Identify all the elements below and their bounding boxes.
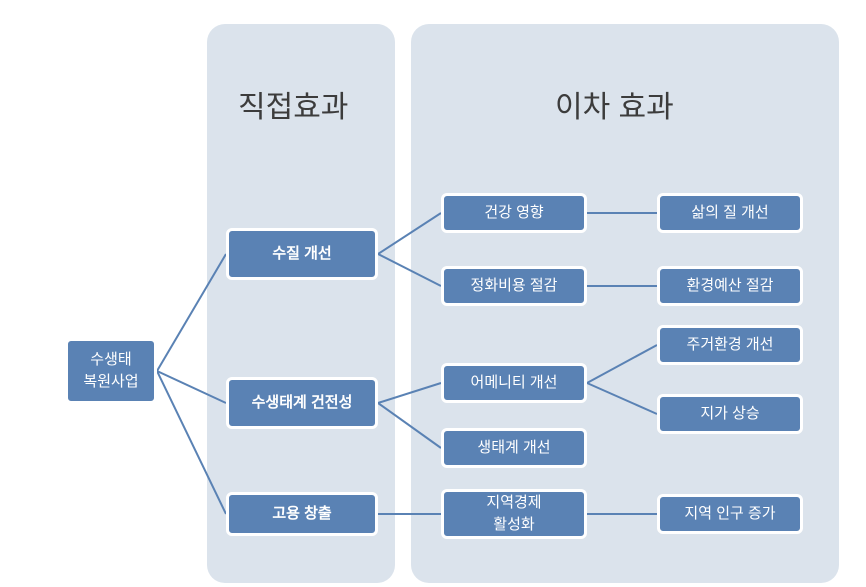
node-housing-env: 주거환경 개선 (657, 325, 803, 365)
root-node: 수생태 복원사업 (65, 338, 157, 404)
node-purification-cost: 정화비용 절감 (441, 266, 587, 306)
secondary-effect-title: 이차 효과 (555, 82, 674, 126)
node-employment: 고용 창출 (226, 492, 378, 536)
node-ecosystem-health: 수생태계 건전성 (226, 377, 378, 429)
node-health-effect: 건강 영향 (441, 193, 587, 233)
node-ecosystem-improve: 생태계 개선 (441, 428, 587, 468)
node-population: 지역 인구 증가 (657, 494, 803, 534)
node-local-economy-l2: 활성화 (493, 514, 534, 537)
direct-effect-title: 직접효과 (238, 82, 348, 126)
root-line2: 복원사업 (83, 371, 138, 394)
node-local-economy: 지역경제 활성화 (441, 489, 587, 539)
node-env-budget: 환경예산 절감 (657, 266, 803, 306)
node-local-economy-l1: 지역경제 (486, 492, 541, 515)
node-water-quality: 수질 개선 (226, 228, 378, 280)
node-quality-of-life: 삶의 질 개선 (657, 193, 803, 233)
node-amenity: 어메니티 개선 (441, 363, 587, 403)
node-land-price: 지가 상승 (657, 394, 803, 434)
root-line1: 수생태 (90, 349, 131, 372)
